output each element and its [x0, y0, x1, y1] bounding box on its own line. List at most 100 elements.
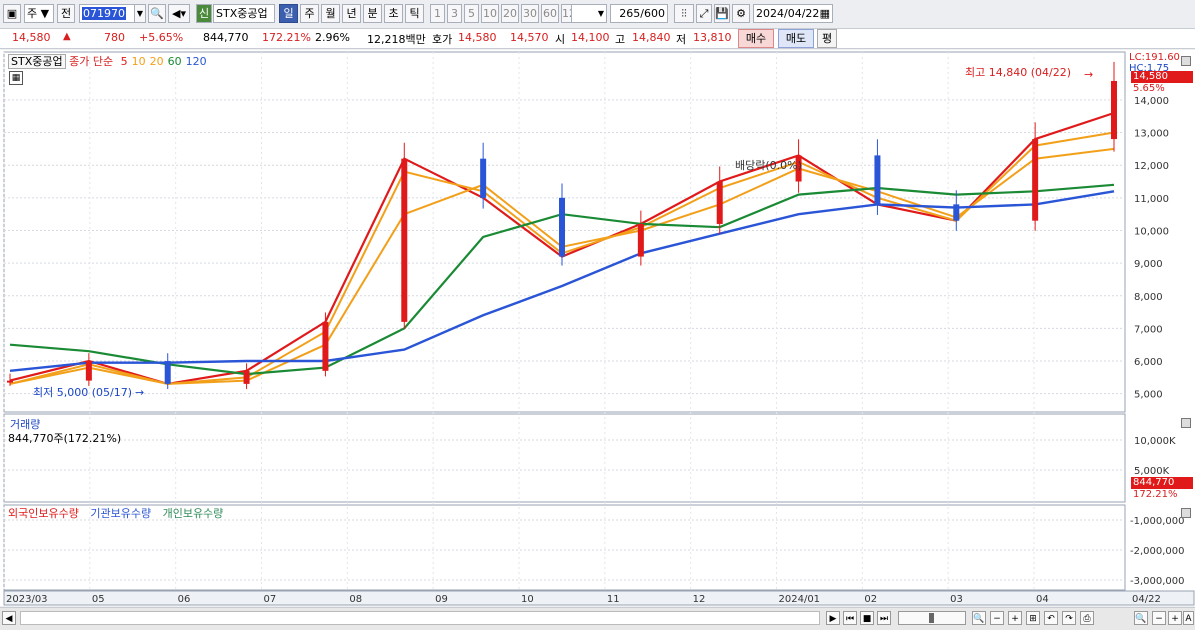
- volume-close-icon[interactable]: [1181, 418, 1191, 428]
- search-icon[interactable]: 🔍: [972, 611, 986, 625]
- low-label: 저: [676, 33, 687, 46]
- price-y-tick: 9,000: [1134, 259, 1163, 270]
- volume-value: 844,770: [203, 31, 249, 44]
- x-axis-tick: 07: [264, 594, 277, 605]
- average-button[interactable]: 평: [817, 29, 837, 48]
- price-y-tick: 10,000: [1134, 226, 1169, 237]
- prev-button[interactable]: 전: [57, 4, 75, 23]
- interval-button-2[interactable]: 5: [464, 4, 479, 23]
- zoom-out-icon[interactable]: −: [1152, 611, 1166, 625]
- candle-body: [874, 155, 881, 205]
- price-y-tick: 8,000: [1134, 292, 1163, 303]
- zoom-in-icon[interactable]: +: [1168, 611, 1182, 625]
- x-axis-tick: 06: [178, 594, 191, 605]
- interval-button-5[interactable]: 30: [521, 4, 539, 23]
- candle-body: [322, 321, 329, 371]
- undo-icon[interactable]: ↶: [1044, 611, 1058, 625]
- interval-button-0[interactable]: 1: [430, 4, 445, 23]
- candle-body: [85, 361, 92, 381]
- scroll-right-icon[interactable]: ▶: [826, 611, 840, 625]
- x-axis-tick: 2024/01: [779, 594, 821, 605]
- holding-y-tick: -3,000,000: [1130, 576, 1185, 587]
- turnover-rate: 2.96%: [315, 31, 350, 44]
- price-y-tick: 11,000: [1134, 194, 1169, 205]
- price-y-tick: 13,000: [1134, 129, 1169, 140]
- scroll-track[interactable]: [20, 611, 820, 625]
- x-axis-tick: 11: [607, 594, 620, 605]
- plus-icon[interactable]: +: [1008, 611, 1022, 625]
- open-label: 시: [555, 33, 566, 46]
- holding-y-tick: -2,000,000: [1130, 546, 1185, 557]
- price-legend: STX중공업 종가 단순 5 10 20 60 120: [8, 53, 207, 69]
- legend-ma-5: 5: [120, 55, 128, 68]
- chart-scrollbar[interactable]: ◀ ▶ ⏮ ■ ⏭ 🔍 − + ⊞ ↶ ↷ ⎙ 🔍 − + A: [0, 607, 1195, 630]
- print-icon[interactable]: ⎙: [1080, 611, 1094, 625]
- holding-close-icon[interactable]: [1181, 508, 1191, 518]
- search-icon[interactable]: 🔍: [148, 4, 166, 23]
- table-icon[interactable]: ▦: [9, 71, 23, 85]
- chart-area[interactable]: 14,000 13,000 12,000 11,000 10,000 9,000 8,000…: [0, 50, 1195, 606]
- fit-icon[interactable]: ⊞: [1026, 611, 1040, 625]
- minus-icon[interactable]: −: [990, 611, 1004, 625]
- buy-button[interactable]: 매수: [738, 29, 774, 48]
- save-icon[interactable]: 💾: [714, 4, 730, 23]
- x-axis-bar: [3, 590, 1195, 606]
- panel-close-icon[interactable]: [1181, 56, 1191, 66]
- zoom-handle[interactable]: [929, 613, 934, 623]
- interval-button-3[interactable]: 10: [481, 4, 499, 23]
- interval-button-1[interactable]: 3: [447, 4, 462, 23]
- gear-icon[interactable]: ⚙: [732, 4, 750, 23]
- interval-button-4[interactable]: 20: [501, 4, 519, 23]
- volume-last-pct: 172.21%: [1133, 489, 1178, 500]
- count-input[interactable]: 265/600: [610, 4, 668, 23]
- legend-stock-name[interactable]: STX중공업: [8, 54, 66, 69]
- candle-body: [716, 181, 723, 224]
- candle-body: [401, 158, 408, 322]
- stock-code-value: 071970: [82, 7, 126, 20]
- period-tab-6[interactable]: 틱: [405, 4, 424, 23]
- period-select[interactable]: 주 ▼: [24, 4, 54, 23]
- candle-body: [480, 158, 487, 198]
- trend-icon[interactable]: ⤢: [696, 4, 712, 23]
- candle-body: [1032, 139, 1039, 221]
- stock-name-field[interactable]: STX중공업: [213, 4, 275, 23]
- lc-label: LC:191.60: [1129, 52, 1180, 63]
- period-tab-4[interactable]: 분: [363, 4, 382, 23]
- jump-end-icon[interactable]: ⏭: [877, 611, 891, 625]
- calendar-icon[interactable]: ▦: [819, 7, 830, 20]
- x-axis-tick: 2023/03: [6, 594, 48, 605]
- price-y-tick: 12,000: [1134, 161, 1169, 172]
- redo-icon[interactable]: ↷: [1062, 611, 1076, 625]
- sell-button[interactable]: 매도: [778, 29, 814, 48]
- interval-select[interactable]: ▼: [571, 4, 607, 23]
- volume-last-tag: 844,770: [1131, 477, 1193, 489]
- holding-legend: 외국인보유수량 기관보유수량 개인보유수량: [8, 505, 223, 521]
- legend-individual: 개인보유수량: [162, 507, 224, 520]
- volume-ratio: 172.21%: [262, 31, 311, 44]
- window-menu-icon[interactable]: ▣: [3, 4, 21, 23]
- candle-body: [243, 370, 250, 384]
- legend-foreign: 외국인보유수량: [8, 507, 79, 520]
- candle-type-icon[interactable]: ⫶⫶: [674, 4, 694, 23]
- speaker-icon[interactable]: ◀▾: [168, 4, 190, 23]
- search-icon-2[interactable]: 🔍: [1134, 611, 1148, 625]
- stock-chart-svg[interactable]: 14,000 13,000 12,000 11,000 10,000 9,000 8,000…: [0, 50, 1195, 606]
- period-tab-2[interactable]: 월: [321, 4, 340, 23]
- zoom-slider[interactable]: [898, 611, 966, 625]
- jump-start-icon[interactable]: ⏮: [843, 611, 857, 625]
- code-dropdown-icon[interactable]: ▼: [134, 4, 146, 23]
- period-tab-5[interactable]: 초: [384, 4, 403, 23]
- font-size-icon[interactable]: A: [1183, 611, 1194, 625]
- x-axis-tick: 09: [435, 594, 448, 605]
- price-y-tick: 6,000: [1134, 357, 1163, 368]
- period-tab-1[interactable]: 주: [300, 4, 319, 23]
- stock-code-input[interactable]: 071970: [79, 4, 145, 23]
- interval-button-6[interactable]: 60: [541, 4, 559, 23]
- date-input[interactable]: 2024/04/22 ▦: [753, 4, 833, 23]
- candle-body: [164, 361, 171, 384]
- scroll-left-icon[interactable]: ◀: [2, 611, 16, 625]
- high-price: 14,840: [632, 31, 671, 44]
- period-tab-3[interactable]: 년: [342, 4, 361, 23]
- period-tab-0[interactable]: 일: [279, 4, 298, 23]
- stop-icon[interactable]: ■: [860, 611, 874, 625]
